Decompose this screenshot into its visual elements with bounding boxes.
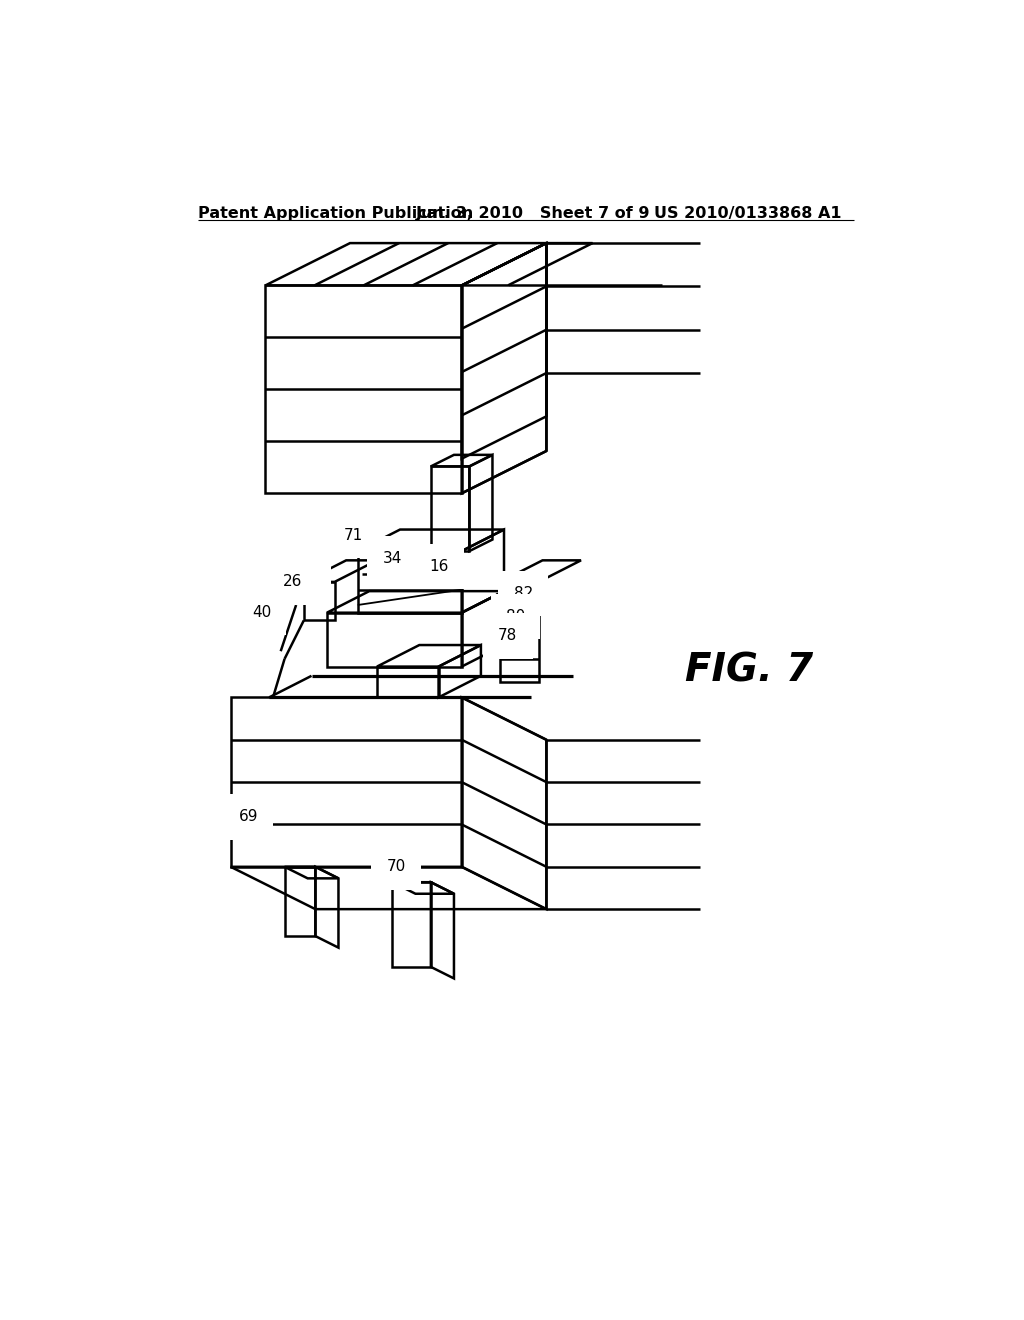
Text: US 2010/0133868 A1: US 2010/0133868 A1 [654,206,842,222]
Text: FIG. 7: FIG. 7 [685,651,813,689]
Text: 34: 34 [383,552,402,566]
Text: 69: 69 [239,809,258,824]
Text: 38: 38 [232,586,252,601]
Text: 26: 26 [283,574,302,590]
Text: 70: 70 [387,859,406,874]
Text: 40: 40 [252,605,271,620]
Text: 80: 80 [506,609,525,624]
Text: 50: 50 [241,598,259,612]
Text: Patent Application Publication: Patent Application Publication [198,206,473,222]
Text: 78: 78 [499,628,517,643]
Text: 24: 24 [271,558,291,574]
Text: 71: 71 [344,528,364,544]
Text: 30: 30 [267,544,287,558]
Text: Jun. 3, 2010   Sheet 7 of 9: Jun. 3, 2010 Sheet 7 of 9 [416,206,650,222]
Text: 10: 10 [238,570,257,586]
Text: 18: 18 [297,558,315,574]
Text: 82: 82 [514,586,532,601]
Text: 16: 16 [429,558,449,574]
